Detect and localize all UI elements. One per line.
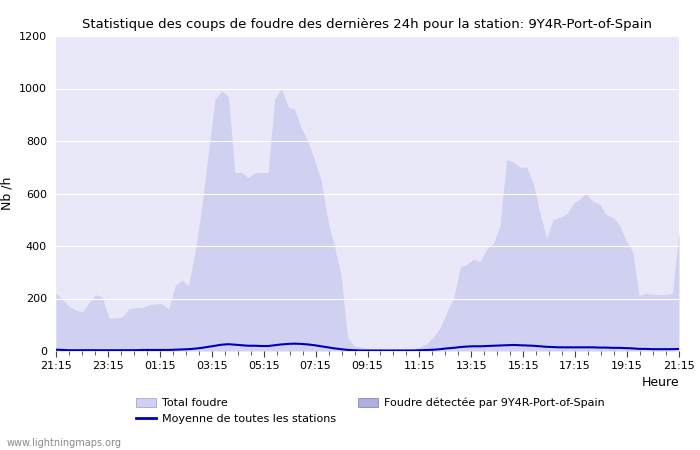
Legend: Total foudre, Moyenne de toutes les stations, Foudre détectée par 9Y4R-Port-of-S: Total foudre, Moyenne de toutes les stat… — [136, 397, 605, 424]
Title: Statistique des coups de foudre des dernières 24h pour la station: 9Y4R-Port-of-: Statistique des coups de foudre des dern… — [83, 18, 652, 31]
Text: www.lightningmaps.org: www.lightningmaps.org — [7, 438, 122, 448]
Y-axis label: Nb /h: Nb /h — [0, 177, 13, 210]
Text: Heure: Heure — [641, 376, 679, 389]
